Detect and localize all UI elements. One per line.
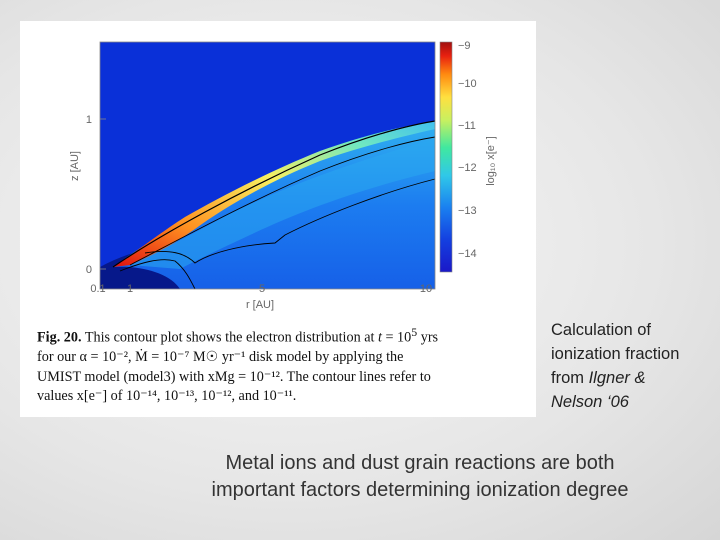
caption-line-4: values x[e⁻] of 10⁻¹⁴, 10⁻¹³, 10⁻¹², and… [37, 388, 297, 405]
x-tick-label: 1 [127, 283, 133, 295]
contour-line-2 [129, 136, 436, 266]
x-tick-label: 10 [420, 283, 432, 295]
main-statement: Metal ions and dust grain reactions are … [150, 450, 690, 504]
y-tick-label: 0 [86, 264, 92, 276]
colorbar-tick-label: −10 [458, 78, 477, 90]
y-tick-label: 1 [86, 114, 92, 126]
caption-text: = 10 [381, 329, 412, 346]
side-note: Calculation of ionization fraction from … [551, 318, 716, 414]
caption-text: This contour plot shows the electron dis… [84, 329, 378, 346]
side-note-line: Nelson ‘06 [551, 390, 716, 414]
y-axis-label: z [AU] [69, 151, 81, 181]
colorbar-tick-label: −13 [458, 205, 477, 217]
caption-line-1: Fig. 20. This contour plot shows the ele… [37, 323, 525, 348]
side-note-line: ionization fraction [551, 345, 680, 363]
colorbar-tick-label: −11 [458, 120, 476, 132]
side-note-author: Nelson ‘06 [551, 393, 629, 411]
contour-plot: 1 0 0.1 1 5 10 r [AU] z [AU] −9 −10 −11 … [69, 40, 497, 311]
mid-layer [130, 139, 435, 269]
caption-line-3: UMIST model (model3) with xMg = 10⁻¹². T… [37, 368, 431, 385]
side-note-line: from Ilgner & [551, 366, 716, 390]
main-statement-line: Metal ions and dust grain reactions are … [225, 452, 615, 474]
caption-text: yrs [417, 329, 439, 346]
colorbar [440, 42, 452, 272]
colorbar-tick-label: −14 [458, 248, 477, 260]
main-statement-line: important factors determining ionization… [211, 479, 629, 501]
figure-panel: 1 0 0.1 1 5 10 r [AU] z [AU] −9 −10 −11 … [20, 21, 536, 417]
ionized-surface-layer [113, 121, 435, 267]
contour-line-3 [144, 178, 436, 264]
figure-label: Fig. 20. [37, 329, 82, 346]
side-note-line: Calculation of [551, 321, 651, 339]
caption-variable-t: t [378, 329, 382, 346]
x-axis-label: r [AU] [246, 299, 274, 311]
side-note-text: from [551, 369, 589, 387]
x-tick-label: 0.1 [90, 283, 105, 295]
colorbar-frame [439, 41, 453, 273]
figure-caption: Fig. 20. This contour plot shows the ele… [37, 323, 525, 407]
caption-exponent: 5 [411, 325, 418, 339]
side-note-author: Ilgner & [588, 369, 646, 387]
colorbar-tick-label: −9 [458, 40, 471, 52]
x-tick-label: 5 [259, 283, 265, 295]
colorbar-tick-label: −12 [458, 162, 477, 174]
colorbar-label: log₁₀ x[e⁻] [485, 136, 497, 186]
caption-line-2: for our α = 10⁻², Ṁ = 10⁻⁷ M☉ yr⁻¹ disk … [37, 349, 404, 366]
contour-line-1 [112, 120, 436, 268]
contour-line-4 [119, 259, 196, 290]
plot-frame [99, 41, 436, 290]
